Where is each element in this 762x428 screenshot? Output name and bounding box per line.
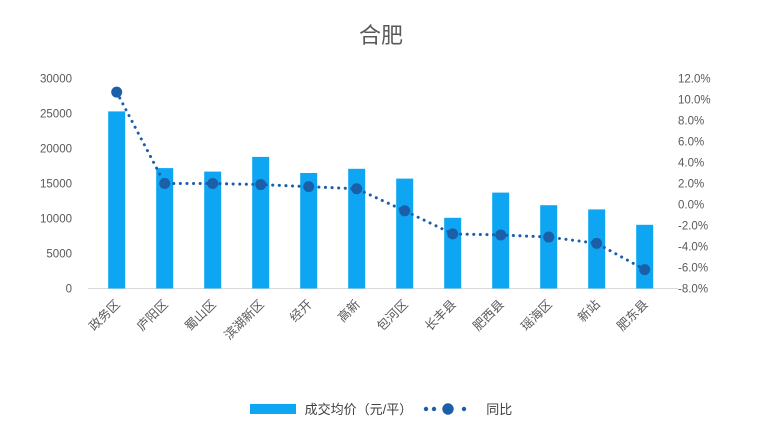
line-marker xyxy=(591,237,603,249)
left-axis-tick-label: 15000 xyxy=(40,179,72,191)
legend: 成交均价（元/平） 同比 xyxy=(0,399,762,418)
left-axis-tick-label: 30000 xyxy=(40,74,72,86)
left-axis-tick-label: 5000 xyxy=(46,249,72,261)
bar xyxy=(492,192,510,289)
right-axis-tick-label: 4.0% xyxy=(678,158,704,170)
x-axis-label: 高新 xyxy=(335,297,363,325)
right-axis-tick-label: 0.0% xyxy=(678,200,704,212)
line-marker xyxy=(351,183,363,195)
x-axis-label: 庐阳区 xyxy=(134,297,171,334)
left-axis-tick-label: 0 xyxy=(66,284,72,296)
line-marker xyxy=(303,181,315,193)
bar xyxy=(156,168,174,289)
right-axis-tick-label: 12.0% xyxy=(678,74,711,86)
x-axis-label: 肥西县 xyxy=(470,297,506,333)
legend-line-dot xyxy=(442,402,454,415)
legend-line-dot xyxy=(462,406,467,411)
line-marker xyxy=(255,179,267,191)
line-marker xyxy=(543,231,555,243)
bar xyxy=(300,173,318,289)
bar xyxy=(636,224,654,289)
legend-line-dot xyxy=(432,406,437,411)
right-axis-tick-label: -4.0% xyxy=(678,242,708,254)
right-axis-tick-label: -2.0% xyxy=(678,221,708,233)
line-marker xyxy=(495,229,507,241)
x-axis-label: 经开 xyxy=(287,297,315,325)
bar xyxy=(396,178,414,289)
right-axis-tick-label: 6.0% xyxy=(678,137,704,149)
bar xyxy=(588,209,606,289)
legend-line-label: 同比 xyxy=(486,402,513,417)
left-axis-tick-label: 25000 xyxy=(40,109,72,121)
legend-line-swatch-icon xyxy=(424,402,467,415)
legend-bar-label: 成交均价（元/平） xyxy=(304,402,413,417)
line-marker xyxy=(207,178,219,189)
chart-title: 合肥 xyxy=(358,23,403,48)
right-axis-tick-label: -6.0% xyxy=(678,263,708,275)
bar xyxy=(108,111,126,289)
right-axis-tick-label: 10.0% xyxy=(678,95,711,107)
line-marker xyxy=(447,228,459,240)
right-axis-tick-label: 2.0% xyxy=(678,179,704,191)
left-axis-tick-label: 10000 xyxy=(40,214,72,226)
x-axis-label: 肥东县 xyxy=(614,297,650,333)
x-axis-label: 蜀山区 xyxy=(182,297,218,333)
bar xyxy=(540,205,558,289)
x-axis-label: 新站 xyxy=(575,297,603,325)
legend-line-dot xyxy=(424,406,429,411)
x-axis-label: 滨湖新区 xyxy=(221,297,267,343)
bar xyxy=(252,156,270,289)
line-marker xyxy=(399,205,411,217)
left-axis-tick-label: 20000 xyxy=(40,144,72,156)
x-axis-label: 长丰县 xyxy=(422,297,458,333)
line-marker xyxy=(639,264,651,276)
x-axis-label: 政务区 xyxy=(86,297,123,334)
right-axis-tick-label: 8.0% xyxy=(678,116,704,128)
bar xyxy=(348,168,366,289)
line-marker xyxy=(111,86,123,98)
right-axis-tick-label: -8.0% xyxy=(678,284,708,296)
line-series xyxy=(115,90,647,272)
bar xyxy=(204,171,222,289)
line-marker xyxy=(159,178,171,189)
x-axis-label: 瑶海区 xyxy=(518,297,555,334)
x-axis-label: 包河区 xyxy=(374,297,410,333)
legend-bar-swatch xyxy=(249,403,296,414)
